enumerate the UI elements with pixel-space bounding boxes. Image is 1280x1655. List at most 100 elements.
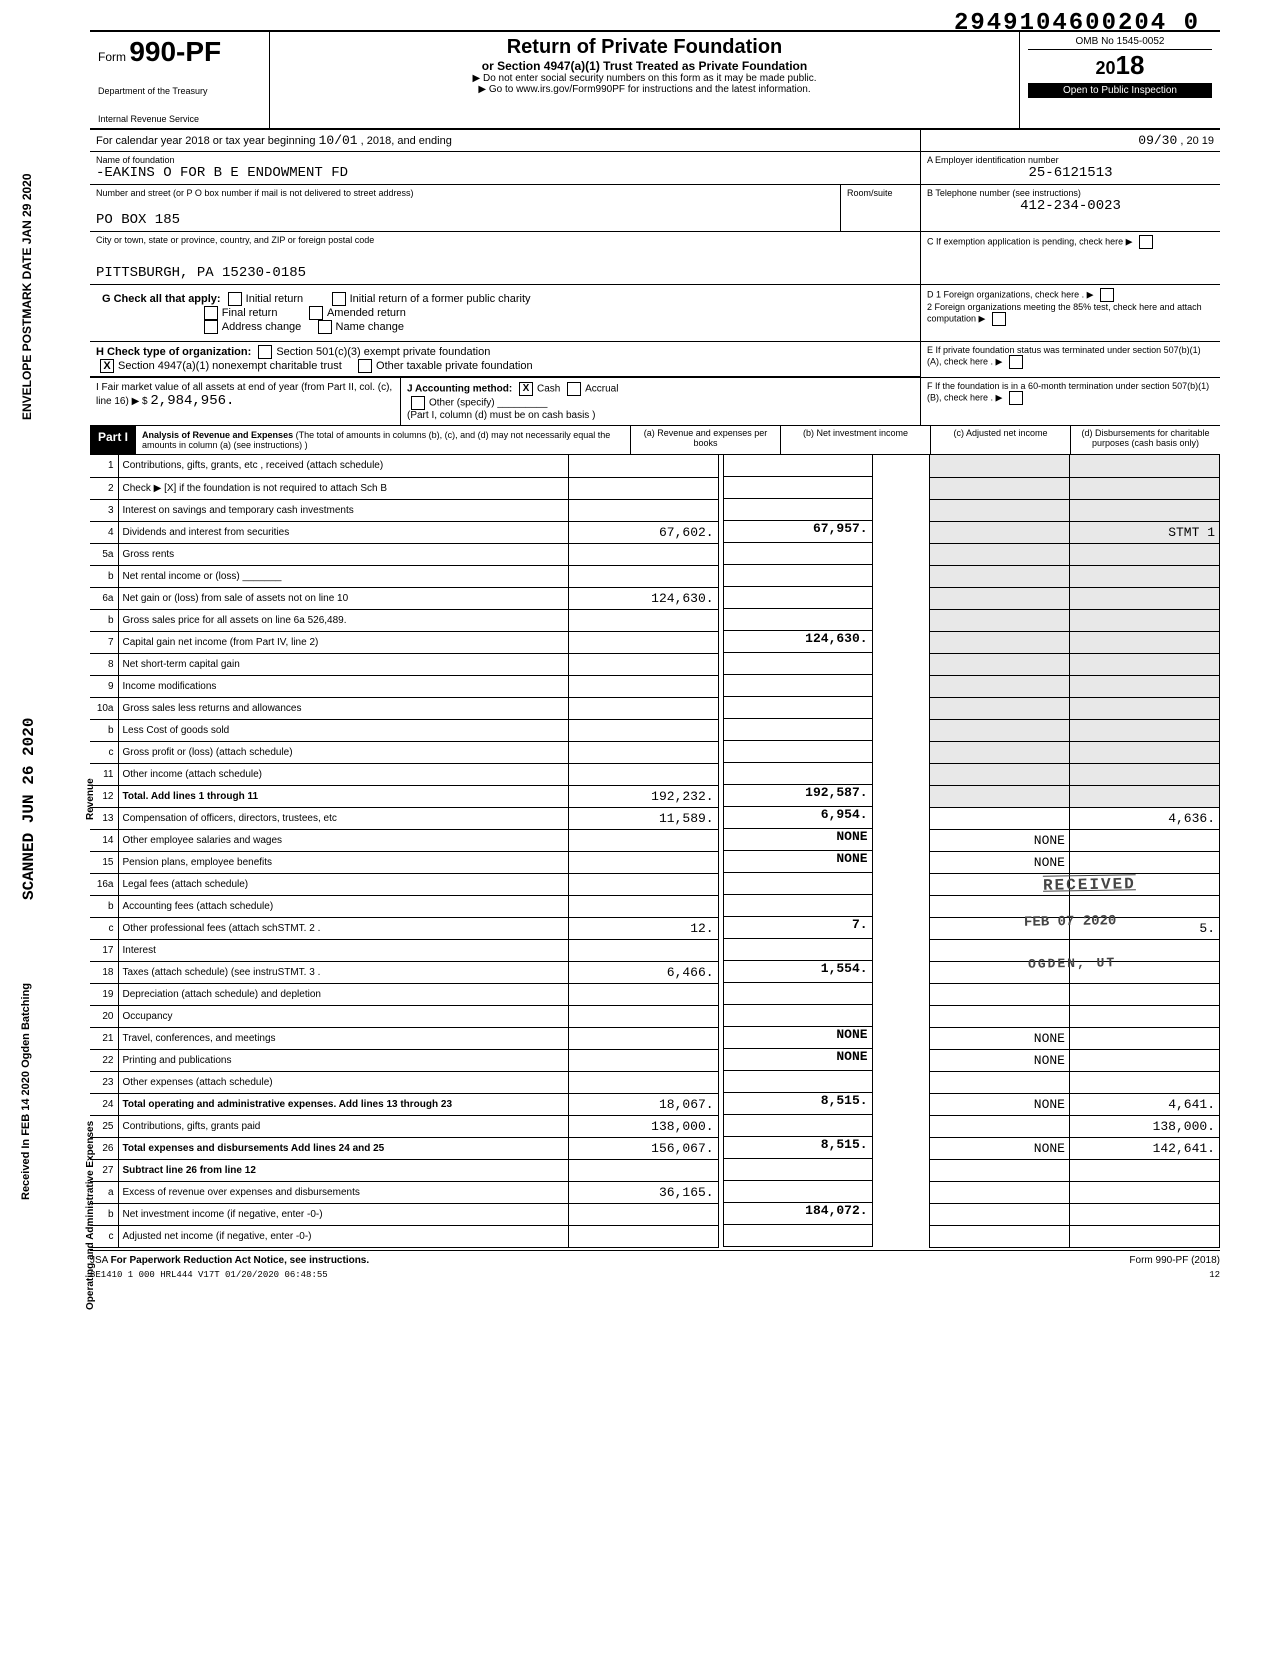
501c3-checkbox[interactable] xyxy=(258,345,272,359)
g-opt-0: Initial return xyxy=(246,293,303,305)
j-label: J Accounting method: xyxy=(407,384,512,395)
col-a-header: (a) Revenue and expenses per books xyxy=(630,426,780,454)
line-desc: Gross profit or (loss) (attach schedule) xyxy=(118,741,568,763)
exemption-checkbox[interactable] xyxy=(1139,235,1153,249)
line-number: 7 xyxy=(90,631,118,653)
line-number: 23 xyxy=(90,1071,118,1093)
col-a-value: 36,165. xyxy=(568,1181,718,1203)
col-d-value xyxy=(1070,1225,1220,1247)
line-desc: Contributions, gifts, grants paid xyxy=(118,1115,568,1137)
period-mid: , 2018, and ending xyxy=(361,135,452,147)
table-row: 14Other employee salaries and wagesNONEN… xyxy=(90,829,1220,851)
room-suite-label: Room/suite xyxy=(840,185,920,231)
form-prefix: Form xyxy=(98,50,126,64)
table-row: 13Compensation of officers, directors, t… xyxy=(90,807,1220,829)
received-stamp: RECEIVED xyxy=(1029,869,1150,901)
form-note-ssn: ▶ Do not enter social security numbers o… xyxy=(278,73,1011,84)
col-d-value xyxy=(1070,675,1220,697)
col-a-value xyxy=(568,1225,718,1247)
col-a-value xyxy=(568,1027,718,1049)
irs-label: Internal Revenue Service xyxy=(98,114,261,124)
table-row: 19Depreciation (attach schedule) and dep… xyxy=(90,983,1220,1005)
table-row: aExcess of revenue over expenses and dis… xyxy=(90,1181,1220,1203)
table-row: cAdjusted net income (if negative, enter… xyxy=(90,1225,1220,1247)
col-c-value: NONE xyxy=(930,829,1070,851)
col-c-value xyxy=(930,719,1070,741)
col-b-value: 124,630. xyxy=(723,631,873,653)
table-row: 3Interest on savings and temporary cash … xyxy=(90,499,1220,521)
footer-code: 8E1410 1 000 xyxy=(90,1270,155,1280)
d1-checkbox[interactable] xyxy=(1100,288,1114,302)
col-d-value xyxy=(1070,609,1220,631)
other-method-checkbox[interactable] xyxy=(411,396,425,410)
col-b-value: 192,587. xyxy=(723,785,873,807)
line-number: 4 xyxy=(90,521,118,543)
table-row: 9Income modifications xyxy=(90,675,1220,697)
line-desc: Total expenses and disbursements Add lin… xyxy=(118,1137,568,1159)
line-desc: Gross sales less returns and allowances xyxy=(118,697,568,719)
col-c-value xyxy=(930,785,1070,807)
line-desc: Other employee salaries and wages xyxy=(118,829,568,851)
table-row: bNet investment income (if negative, ent… xyxy=(90,1203,1220,1225)
col-b-value xyxy=(723,939,873,961)
period-label: For calendar year 2018 or tax year begin… xyxy=(96,135,316,147)
line-desc: Travel, conferences, and meetings xyxy=(118,1027,568,1049)
table-row: 12Total. Add lines 1 through 11192,232.1… xyxy=(90,785,1220,807)
col-a-value xyxy=(568,1005,718,1027)
period-begin: 10/01 xyxy=(319,133,358,148)
col-c-value xyxy=(930,697,1070,719)
po-box: PO BOX 185 xyxy=(96,212,834,228)
line-desc: Compensation of officers, directors, tru… xyxy=(118,807,568,829)
feb-date-stamp: FEB 07 2020 xyxy=(1009,907,1130,937)
line-number: 19 xyxy=(90,983,118,1005)
col-c-value xyxy=(930,983,1070,1005)
name-change-checkbox[interactable] xyxy=(318,320,332,334)
col-a-value: 12. xyxy=(568,917,718,939)
accrual-checkbox[interactable] xyxy=(567,382,581,396)
fmv-value: 2,984,956. xyxy=(150,393,234,409)
col-b-value xyxy=(723,477,873,499)
other-taxable-checkbox[interactable] xyxy=(358,359,372,373)
col-d-value xyxy=(1070,1181,1220,1203)
col-c-value xyxy=(930,587,1070,609)
col-b-value: NONE xyxy=(723,829,873,851)
col-a-value xyxy=(568,543,718,565)
f-checkbox[interactable] xyxy=(1009,391,1023,405)
line-desc: Depreciation (attach schedule) and deple… xyxy=(118,983,568,1005)
cash-checkbox[interactable]: X xyxy=(519,382,533,396)
scanned-stamp: SCANNED JUN 26 2020 xyxy=(20,718,38,900)
col-a-value xyxy=(568,477,718,499)
table-row: 10aGross sales less returns and allowanc… xyxy=(90,697,1220,719)
ogden-stamp: OGDEN, UT xyxy=(1014,949,1131,978)
col-d-value xyxy=(1070,631,1220,653)
address-change-checkbox[interactable] xyxy=(204,320,218,334)
line-desc: Legal fees (attach schedule) xyxy=(118,873,568,895)
col-c-value: NONE xyxy=(930,1049,1070,1071)
city-label: City or town, state or province, country… xyxy=(96,235,914,245)
final-return-checkbox[interactable] xyxy=(204,306,218,320)
col-b-value xyxy=(723,543,873,565)
amended-return-checkbox[interactable] xyxy=(309,306,323,320)
phone-label: B Telephone number (see instructions) xyxy=(927,188,1214,198)
4947a1-checkbox[interactable]: X xyxy=(100,359,114,373)
table-row: 4Dividends and interest from securities6… xyxy=(90,521,1220,543)
col-a-value xyxy=(568,499,718,521)
line-desc: Printing and publications xyxy=(118,1049,568,1071)
line-number: 2 xyxy=(90,477,118,499)
tax-year: 20201818 xyxy=(1028,50,1212,81)
initial-return-checkbox[interactable] xyxy=(228,292,242,306)
line-desc: Total operating and administrative expen… xyxy=(118,1093,568,1115)
col-b-value: 7. xyxy=(723,917,873,939)
former-charity-checkbox[interactable] xyxy=(332,292,346,306)
e-checkbox[interactable] xyxy=(1009,355,1023,369)
col-d-value xyxy=(1070,1049,1220,1071)
col-c-value xyxy=(930,631,1070,653)
city-exemption-row: City or town, state or province, country… xyxy=(90,232,1220,285)
col-b-value: 8,515. xyxy=(723,1137,873,1159)
line-number: c xyxy=(90,917,118,939)
col-b-value: 8,515. xyxy=(723,1093,873,1115)
line-number: 1 xyxy=(90,455,118,477)
d2-checkbox[interactable] xyxy=(992,312,1006,326)
col-d-value xyxy=(1070,983,1220,1005)
d2-label: 2 Foreign organizations meeting the 85% … xyxy=(927,302,1202,323)
